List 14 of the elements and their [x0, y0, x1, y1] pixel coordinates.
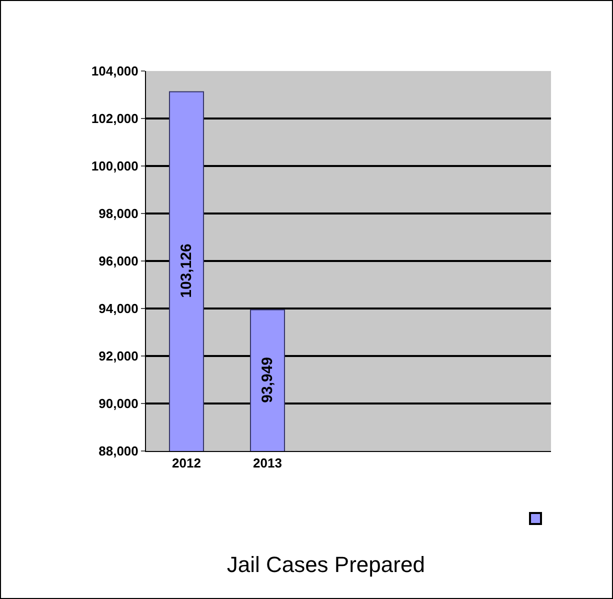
- y-tick-label: 90,000: [98, 396, 138, 412]
- y-tick-label: 92,000: [98, 348, 138, 364]
- x-tick-label: 2012: [172, 456, 201, 471]
- text: Jail Cases Prepared: [226, 552, 425, 577]
- x-tick-label: 2013: [253, 456, 282, 471]
- y-tick-label: 102,000: [91, 111, 138, 126]
- y-tick-label: 104,000: [91, 64, 138, 79]
- y-tick-label: 88,000: [98, 444, 138, 459]
- y-tick-label: 98,000: [98, 206, 138, 222]
- y-tick-label: 100,000: [91, 158, 138, 174]
- y-tick-label: 94,000: [98, 301, 138, 316]
- data-label: 103,126: [178, 244, 196, 298]
- data-label: 93,949: [259, 356, 276, 403]
- y-tick-label: 96,000: [98, 254, 138, 269]
